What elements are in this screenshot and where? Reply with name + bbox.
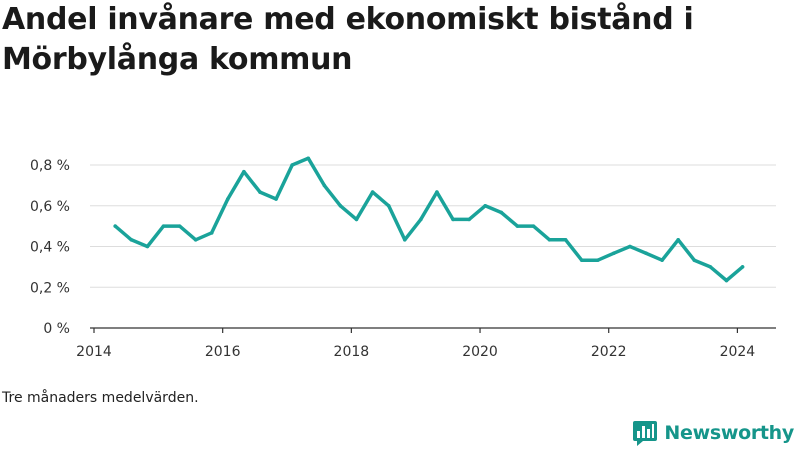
data-point <box>692 258 697 262</box>
brand-logo: Newsworthy <box>632 418 794 448</box>
data-point <box>274 197 278 201</box>
data-point <box>708 265 713 269</box>
data-point <box>451 217 455 222</box>
data-point <box>660 258 664 262</box>
data-point <box>258 190 262 194</box>
data-point <box>209 231 214 235</box>
data-point <box>435 190 439 194</box>
chart-title: Andel invånare med ekonomiskt bistånd i … <box>2 2 694 77</box>
data-point <box>499 210 504 215</box>
data-point <box>354 217 359 222</box>
data-point <box>242 169 246 174</box>
data-point <box>579 258 584 262</box>
x-tick-label: 2024 <box>720 344 756 360</box>
data-point <box>177 224 182 228</box>
y-tick-label: 0,4 % <box>30 240 70 256</box>
data-point <box>515 224 520 228</box>
y-tick-label: 0 % <box>43 321 70 337</box>
data-point <box>547 237 552 242</box>
data-point <box>129 237 134 242</box>
data-point <box>306 156 311 161</box>
data-point <box>113 224 118 228</box>
data-point <box>628 244 632 249</box>
x-tick-label: 2014 <box>76 344 112 360</box>
series-line <box>113 156 745 283</box>
data-point <box>724 278 729 283</box>
y-axis-tick-labels: 0 % 0,2 % 0,4 % 0,6 % 0,8 % <box>30 158 70 337</box>
data-point <box>483 203 487 208</box>
data-point <box>193 237 198 242</box>
data-point <box>740 265 745 269</box>
x-axis: 2014 2016 2018 2020 2022 2024 <box>76 327 776 360</box>
data-point <box>322 183 327 188</box>
bar-chart-icon <box>633 421 658 446</box>
series-group <box>113 156 745 283</box>
data-point <box>612 251 616 256</box>
data-point <box>563 237 568 242</box>
chart-note: Tre månaders medelvärden. <box>2 390 199 406</box>
data-point <box>386 203 391 208</box>
data-point <box>226 197 230 201</box>
y-tick-label: 0,6 % <box>30 199 70 215</box>
data-point <box>419 217 423 222</box>
brand-name: Newsworthy <box>664 422 794 444</box>
x-tick-label: 2020 <box>462 344 498 360</box>
data-point <box>676 237 681 242</box>
data-point <box>467 217 471 222</box>
data-point <box>145 244 150 249</box>
data-point <box>161 224 166 228</box>
data-point <box>595 258 600 262</box>
data-point <box>290 163 294 167</box>
data-point <box>370 190 375 194</box>
data-point <box>644 251 648 256</box>
y-tick-label: 0,2 % <box>30 280 70 296</box>
x-tick-label: 2016 <box>205 344 241 360</box>
x-tick-label: 2018 <box>334 344 370 360</box>
y-tick-label: 0,8 % <box>30 158 70 174</box>
data-point <box>338 203 343 208</box>
data-point <box>402 237 407 242</box>
data-point <box>531 224 536 228</box>
gridlines <box>90 164 776 288</box>
x-tick-label: 2022 <box>591 344 627 360</box>
